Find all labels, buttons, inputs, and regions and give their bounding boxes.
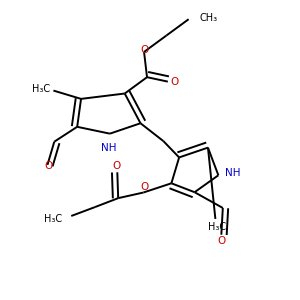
Text: O: O bbox=[140, 45, 148, 56]
Text: H₃C: H₃C bbox=[208, 222, 226, 232]
Text: O: O bbox=[170, 76, 178, 87]
Text: O: O bbox=[140, 182, 148, 192]
Text: O: O bbox=[217, 236, 226, 246]
Text: O: O bbox=[112, 161, 121, 171]
Text: NH: NH bbox=[225, 168, 240, 178]
Text: CH₃: CH₃ bbox=[199, 13, 217, 23]
Text: NH: NH bbox=[100, 142, 116, 153]
Text: H₃C: H₃C bbox=[44, 214, 62, 224]
Text: O: O bbox=[44, 161, 52, 171]
Text: H₃C: H₃C bbox=[32, 84, 50, 94]
